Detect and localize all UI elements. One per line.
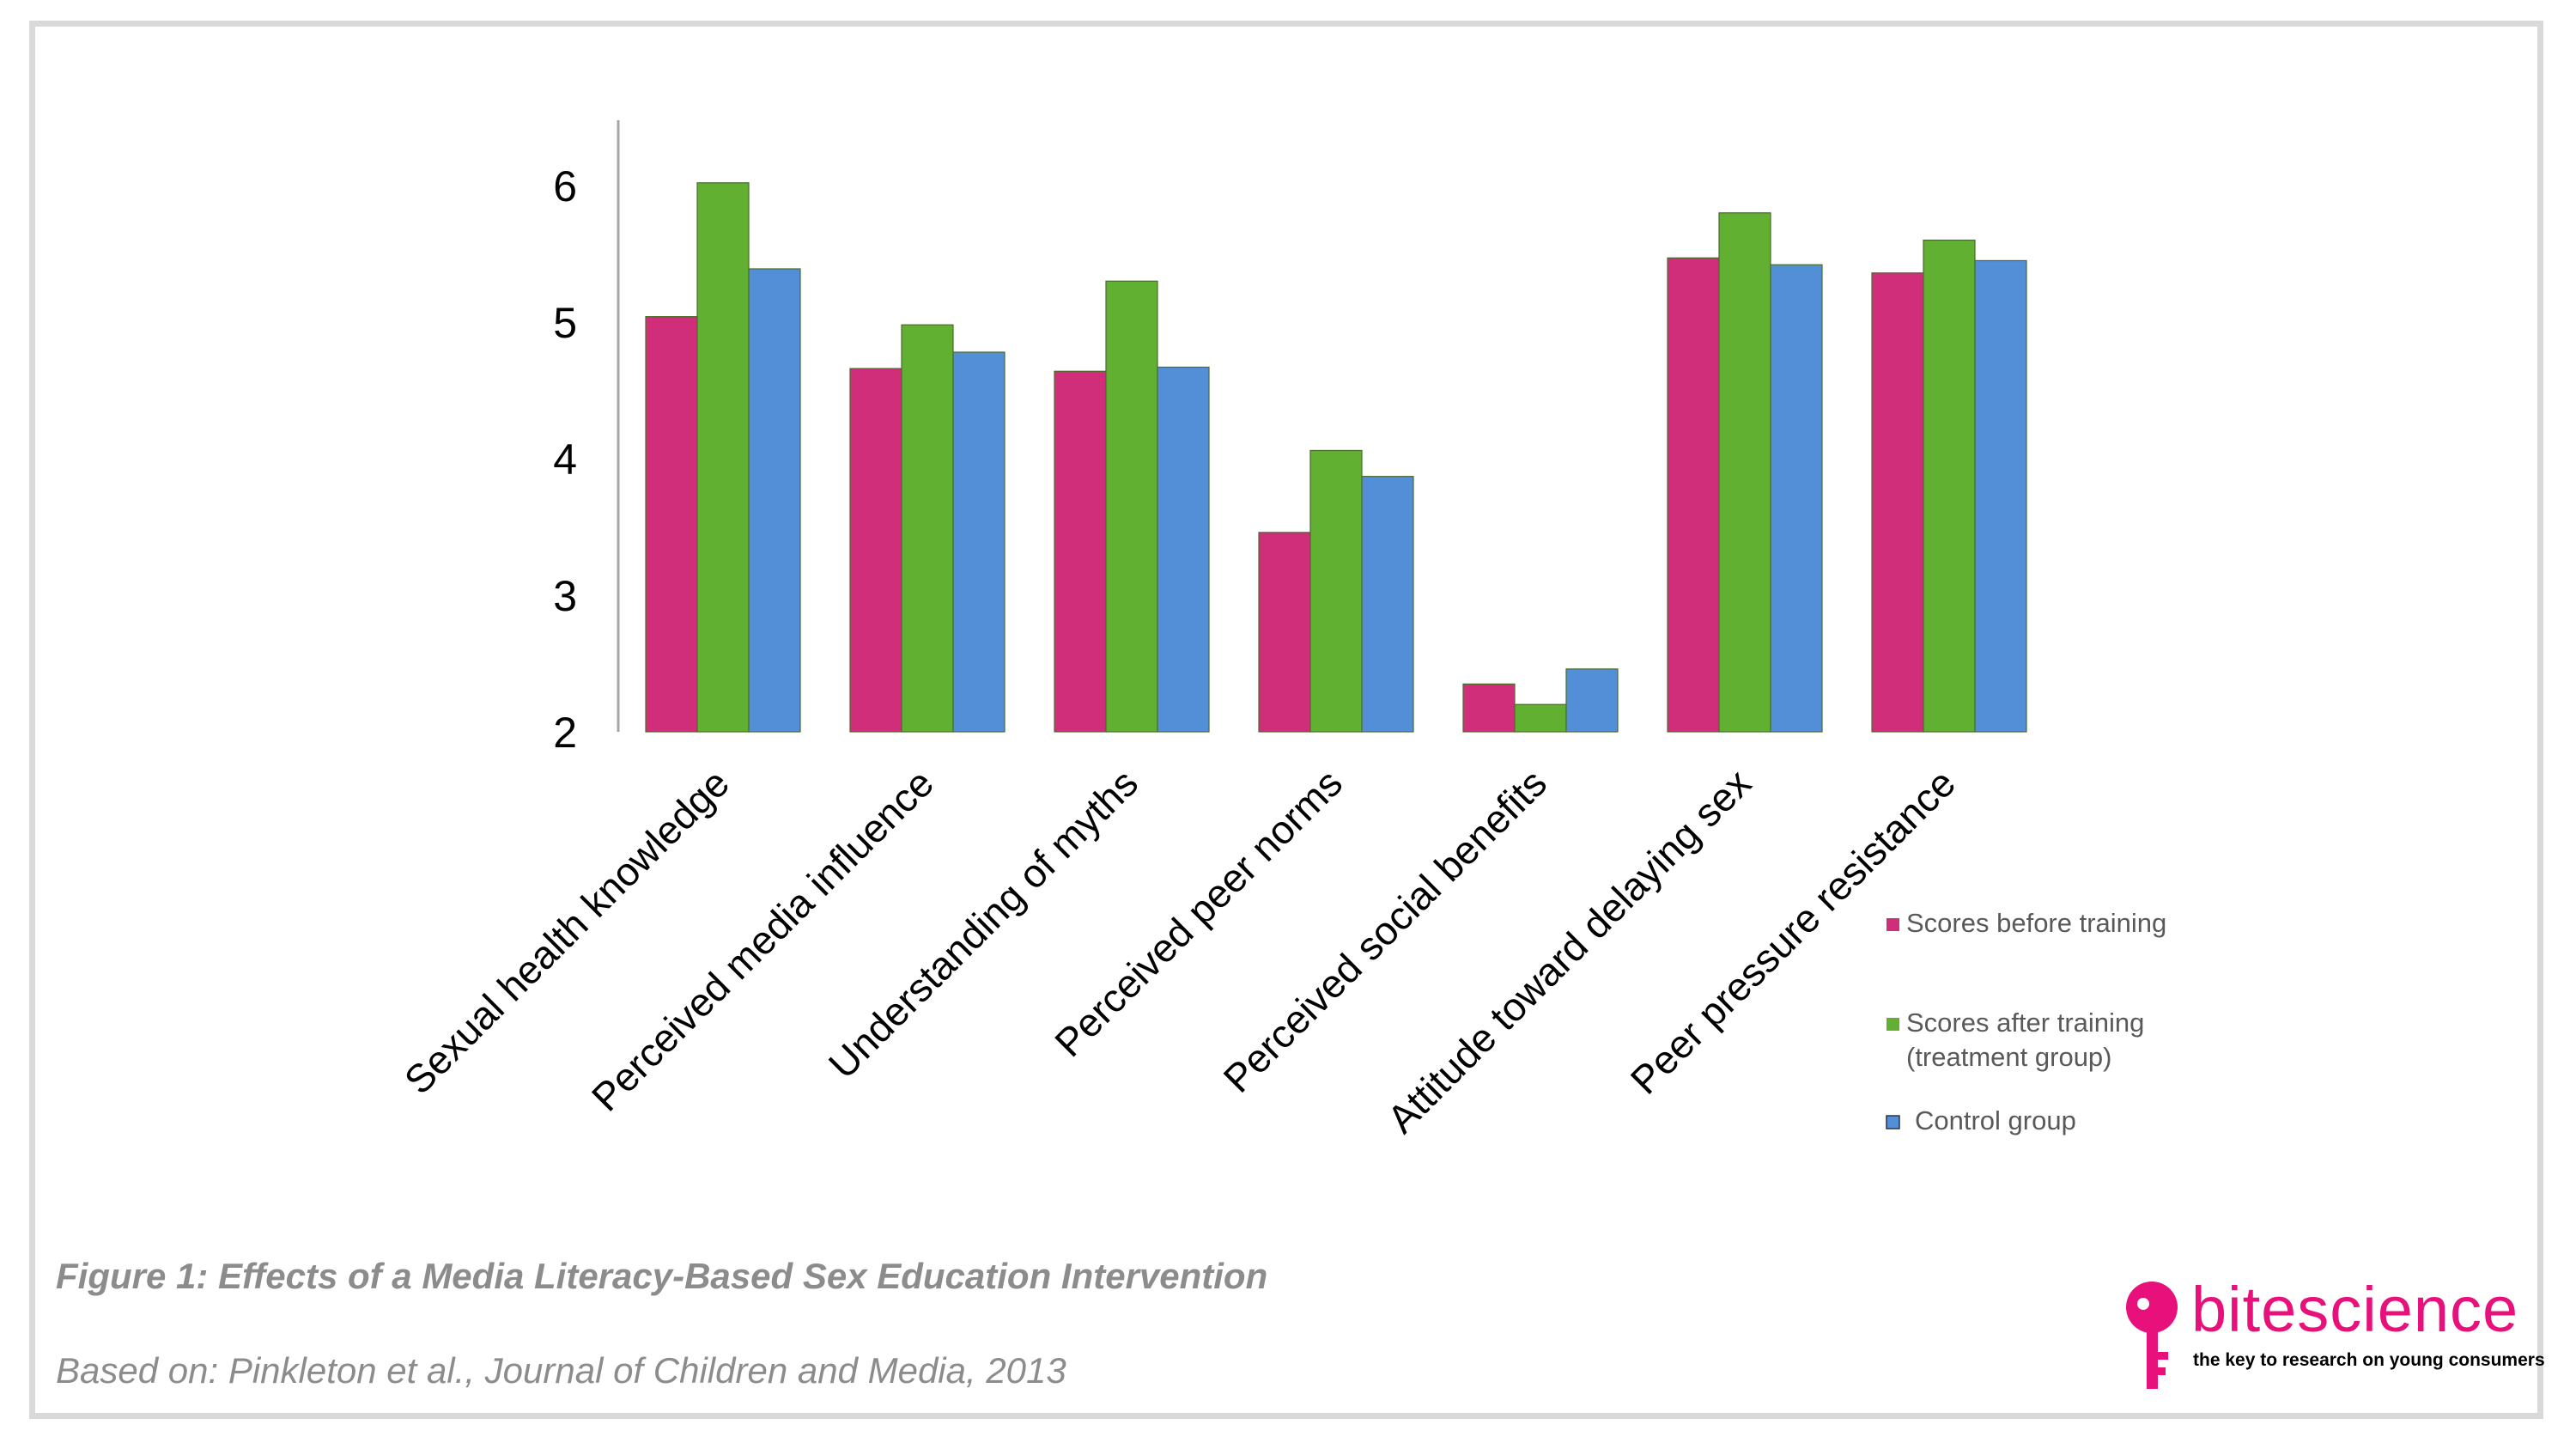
bar <box>1718 212 1771 733</box>
y-tick-label: 2 <box>553 709 577 757</box>
bar <box>1923 240 1976 733</box>
bar <box>1770 264 1823 733</box>
brand-name: bitescience <box>2191 1274 2519 1345</box>
bar <box>1361 476 1414 733</box>
y-tick-label: 5 <box>553 299 577 347</box>
bar <box>952 351 1005 733</box>
figure-caption-source: Based on: Pinkleton et al., Journal of C… <box>56 1350 1066 1391</box>
y-axis-ticks: 2 3 4 5 6 <box>553 162 577 757</box>
figure-caption-title: Figure 1: Effects of a Media Literacy-Ba… <box>56 1256 1268 1296</box>
y-tick-label: 3 <box>553 572 577 620</box>
bar <box>901 324 954 733</box>
bar <box>849 368 902 733</box>
bar <box>1871 272 1924 733</box>
brand-tagline: the key to research on young consumers <box>2193 1350 2545 1370</box>
bar <box>1054 370 1107 733</box>
y-tick-label: 6 <box>553 162 577 210</box>
bar <box>748 268 801 733</box>
brand-logo: bitescience the key to research on young… <box>2121 1273 2545 1393</box>
bar <box>1667 257 1720 733</box>
bar <box>1309 449 1363 733</box>
legend-swatch <box>1886 1018 1899 1031</box>
key-icon <box>2126 1282 2178 1389</box>
legend-label: Scores before training <box>1906 908 2166 938</box>
bar <box>696 182 750 733</box>
bar <box>1258 532 1311 733</box>
bar <box>1514 703 1567 733</box>
legend-swatch <box>1886 1115 1900 1129</box>
legend: Scores before training Scores after train… <box>1886 908 2166 1135</box>
category-label: Perceived media influence <box>583 760 942 1119</box>
legend-label: (treatment group) <box>1906 1042 2112 1072</box>
legend-label: Control group <box>1915 1105 2076 1135</box>
bar <box>1974 259 2027 733</box>
bar <box>1105 280 1158 733</box>
bars <box>645 182 2027 733</box>
bar <box>1565 668 1619 733</box>
bar <box>1157 366 1210 733</box>
bar <box>1462 683 1516 733</box>
category-label: Perceived social benefits <box>1214 760 1555 1101</box>
category-label: Attitude toward delaying sex <box>1378 760 1759 1142</box>
bar <box>645 316 698 733</box>
legend-label: Scores after training <box>1906 1008 2144 1038</box>
category-label: Sexual health knowledge <box>396 760 738 1102</box>
figure-frame <box>29 21 2543 1419</box>
y-tick-label: 4 <box>553 435 577 484</box>
legend-swatch <box>1886 918 1899 931</box>
